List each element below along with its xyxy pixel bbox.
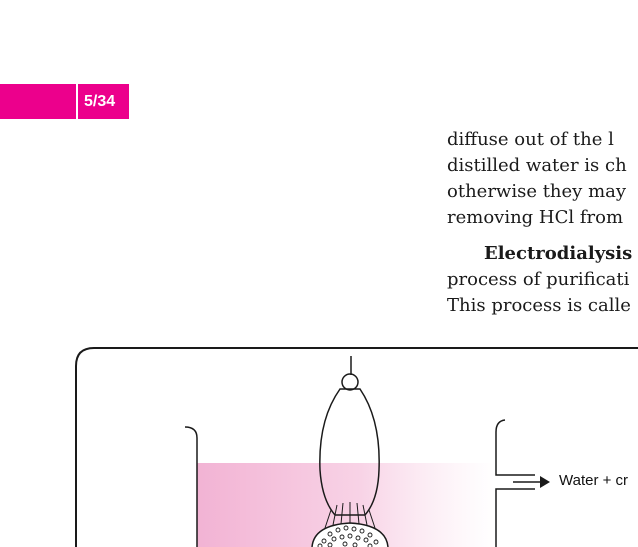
vessel-outlet-lower [495,488,535,547]
hanger-hook [341,373,359,391]
text-line: distilled water is ch [447,155,627,176]
colloid-sac [311,522,389,547]
text-line: process of purificati [447,269,630,290]
page-number: 5/34 [78,84,129,119]
vessel-left-wall [184,426,198,547]
bold-term: Electrodialysis [484,243,633,264]
bag-strands [324,502,376,529]
vessel-right-wall [495,419,535,476]
chapter-color-tab [0,84,76,119]
text-line: diffuse out of the l [447,129,614,150]
colloid-particles [317,525,379,547]
outflow-label: Water + cr [559,472,629,489]
figure-frame [75,347,638,547]
text-line: removing HCl from [447,207,624,228]
outflow-arrowhead [540,476,550,488]
body-text: diffuse out of the l distilled water is … [447,127,638,319]
text-line: otherwise they may [447,181,627,202]
text-line: This process is calle [447,295,631,316]
paragraph-electrodialysis: Electrodialysis [447,241,638,267]
